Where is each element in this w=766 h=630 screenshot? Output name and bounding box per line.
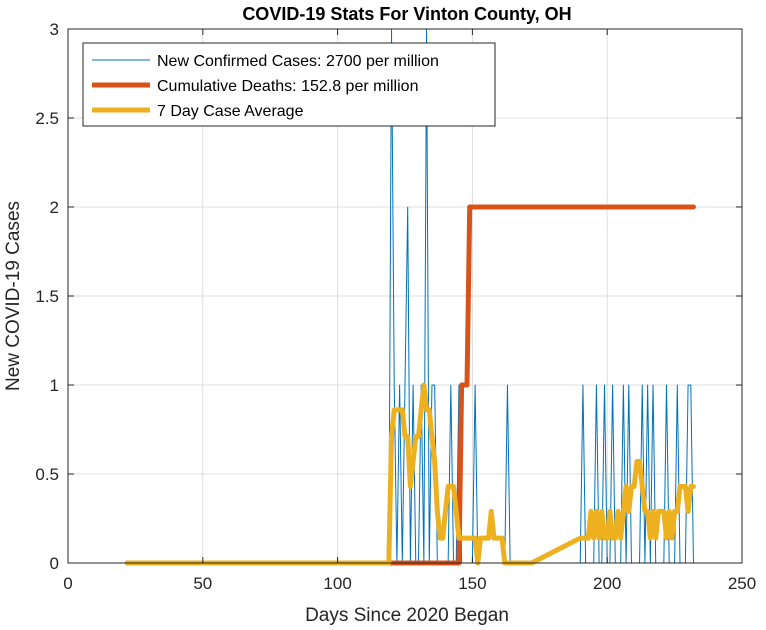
y-axis-label: New COVID-19 Cases [3,201,24,391]
legend-label-avg: 7 Day Case Average [157,103,304,120]
x-tick-label: 250 [728,574,756,593]
x-tick-label: 150 [458,574,486,593]
x-tick-label: 0 [63,574,72,593]
y-tick-label: 1.5 [35,287,59,306]
y-tick-label: 0.5 [35,465,59,484]
y-tick-label: 3 [50,20,59,39]
legend-label-deaths: Cumulative Deaths: 152.8 per million [157,78,418,95]
chart-title: COVID-19 Stats For Vinton County, OH [242,4,571,24]
y-tick-label: 1 [50,376,59,395]
y-tick-label: 2 [50,198,59,217]
x-tick-label: 200 [593,574,621,593]
x-tick-label: 50 [193,574,212,593]
legend-label-new-cases: New Confirmed Cases: 2700 per million [157,53,439,70]
tick-labels: 0 50 100 150 200 250 0 0.5 1 1.5 2 2.5 3 [35,20,756,593]
y-tick-label: 2.5 [35,109,59,128]
y-tick-label: 0 [50,554,59,573]
legend-box [82,42,496,127]
axes [67,28,743,564]
x-tick-label: 100 [323,574,351,593]
legend: New Confirmed Cases: 2700 per million Cu… [82,42,496,127]
x-axis-label: Days Since 2020 Began [305,605,509,626]
